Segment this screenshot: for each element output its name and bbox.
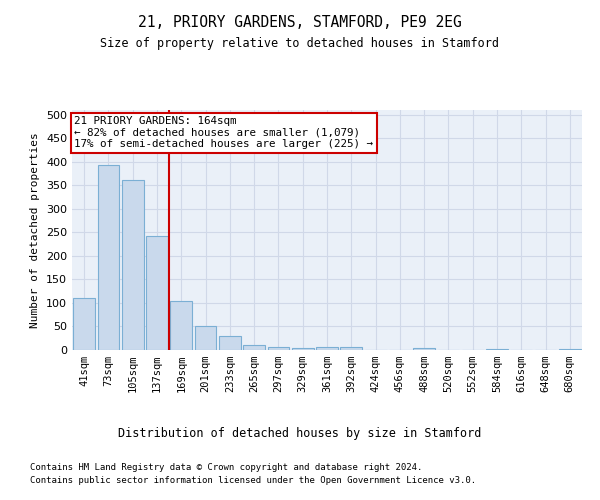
Bar xyxy=(340,346,362,350)
Text: 21, PRIORY GARDENS, STAMFORD, PE9 2EG: 21, PRIORY GARDENS, STAMFORD, PE9 2EG xyxy=(138,15,462,30)
Bar xyxy=(194,326,217,350)
Bar xyxy=(122,180,143,350)
Bar xyxy=(73,298,95,350)
Bar xyxy=(292,348,314,350)
Text: Distribution of detached houses by size in Stamford: Distribution of detached houses by size … xyxy=(118,428,482,440)
Bar xyxy=(559,349,581,350)
Bar xyxy=(170,300,192,350)
Text: Contains public sector information licensed under the Open Government Licence v3: Contains public sector information licen… xyxy=(30,476,476,485)
Text: 21 PRIORY GARDENS: 164sqm
← 82% of detached houses are smaller (1,079)
17% of se: 21 PRIORY GARDENS: 164sqm ← 82% of detac… xyxy=(74,116,373,150)
Bar xyxy=(146,236,168,350)
Bar xyxy=(268,347,289,350)
Text: Contains HM Land Registry data © Crown copyright and database right 2024.: Contains HM Land Registry data © Crown c… xyxy=(30,462,422,471)
Bar xyxy=(486,349,508,350)
Bar xyxy=(97,165,119,350)
Bar xyxy=(243,346,265,350)
Text: Size of property relative to detached houses in Stamford: Size of property relative to detached ho… xyxy=(101,38,499,51)
Bar xyxy=(219,336,241,350)
Bar xyxy=(316,346,338,350)
Y-axis label: Number of detached properties: Number of detached properties xyxy=(31,132,40,328)
Bar xyxy=(413,348,435,350)
